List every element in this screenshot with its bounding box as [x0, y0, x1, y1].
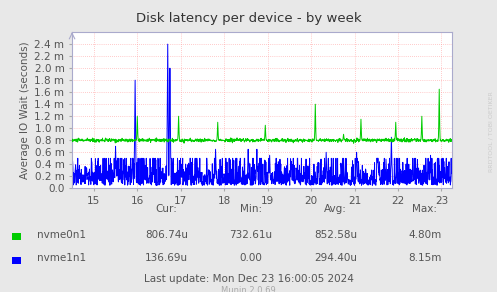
- Text: nvme0n1: nvme0n1: [37, 230, 86, 240]
- Text: Cur:: Cur:: [156, 204, 177, 214]
- Text: 4.80m: 4.80m: [409, 230, 441, 240]
- Text: Max:: Max:: [413, 204, 437, 214]
- Text: nvme1n1: nvme1n1: [37, 253, 86, 263]
- Text: Last update: Mon Dec 23 16:00:05 2024: Last update: Mon Dec 23 16:00:05 2024: [144, 274, 353, 284]
- Text: 852.58u: 852.58u: [314, 230, 357, 240]
- Text: 732.61u: 732.61u: [230, 230, 272, 240]
- Text: 0.00: 0.00: [240, 253, 262, 263]
- Text: Avg:: Avg:: [324, 204, 347, 214]
- Text: 806.74u: 806.74u: [145, 230, 188, 240]
- Text: 8.15m: 8.15m: [408, 253, 442, 263]
- Text: 136.69u: 136.69u: [145, 253, 188, 263]
- Text: Disk latency per device - by week: Disk latency per device - by week: [136, 12, 361, 25]
- Text: 294.40u: 294.40u: [314, 253, 357, 263]
- Text: Munin 2.0.69: Munin 2.0.69: [221, 286, 276, 292]
- Y-axis label: Average IO Wait (seconds): Average IO Wait (seconds): [20, 41, 30, 179]
- Text: Min:: Min:: [240, 204, 262, 214]
- Text: RRDTOOL / TOBI OETIKER: RRDTOOL / TOBI OETIKER: [488, 91, 493, 172]
